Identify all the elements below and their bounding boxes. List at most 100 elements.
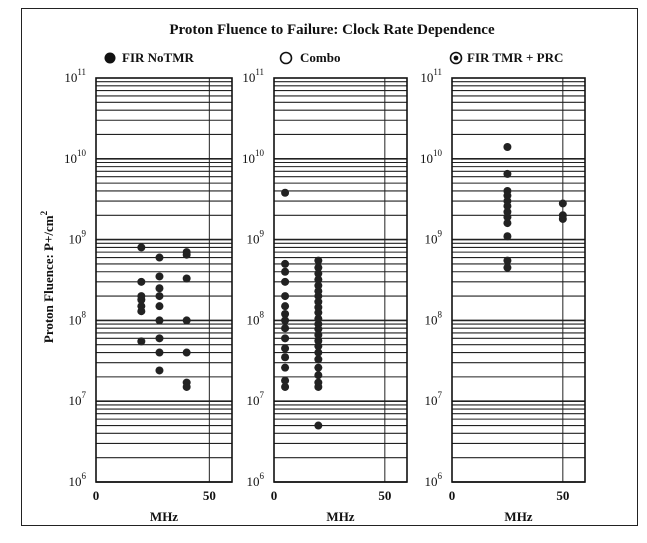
data-point [558,214,567,223]
y-tick-exponent: 10 [255,148,265,158]
data-point [281,310,290,319]
y-tick-exponent: 10 [433,148,443,158]
y-tick-base: 10 [425,312,438,327]
y-tick-base: 10 [247,474,260,489]
y-axis-label: Proton Fluence: P+/cm2 [39,210,56,343]
y-tick-exponent: 7 [260,390,265,400]
data-point [281,363,290,372]
data-point [314,256,323,265]
y-tick-exponent: 6 [438,471,443,481]
y-tick-base: 10 [425,393,438,408]
y-tick-label: 108 [425,309,443,327]
y-tick-base: 10 [69,393,82,408]
data-point [137,337,146,346]
data-point [281,302,290,311]
y-tick-exponent: 6 [260,471,265,481]
y-tick-label: 1010 [420,148,443,166]
y-tick-exponent: 9 [260,229,265,239]
data-point [314,292,323,301]
data-point [314,275,323,284]
y-tick-exponent: 6 [82,471,87,481]
data-point [137,295,146,304]
data-point [182,274,191,283]
data-point [503,202,512,211]
y-tick-label: 109 [425,229,443,247]
y-tick-base: 10 [420,70,433,85]
y-tick-base: 10 [247,312,260,327]
y-tick-exponent: 11 [255,67,264,77]
data-point [314,355,323,364]
data-point [155,253,164,262]
data-point [503,213,512,222]
x-tick-label: 0 [271,488,278,503]
y-tick-label: 108 [247,309,265,327]
y-tick-base: 10 [242,151,255,166]
y-tick-base: 10 [69,232,82,247]
y-tick-label: 107 [69,390,87,408]
y-tick-exponent: 8 [260,309,265,319]
data-point [314,371,323,380]
y-tick-label: 108 [69,309,87,327]
x-axis-label: MHz [150,509,178,524]
y-tick-base: 10 [69,474,82,489]
data-point [503,232,512,241]
data-point [281,324,290,333]
data-point [281,259,290,268]
y-tick-base: 10 [420,151,433,166]
y-tick-label: 109 [69,229,87,247]
legend-label: FIR TMR + PRC [467,50,563,65]
data-point [314,382,323,391]
plot-area [95,77,233,483]
data-point [281,188,290,197]
data-point [281,267,290,276]
y-tick-exponent: 8 [438,309,443,319]
data-point [314,330,323,339]
x-tick-label: 50 [556,488,569,503]
data-point [155,366,164,375]
svg-text:Proton Fluence: P+/cm2: Proton Fluence: P+/cm2 [39,210,56,343]
x-axis-label: MHz [504,509,532,524]
y-tick-label: 107 [425,390,443,408]
y-tick-label: 106 [69,471,87,489]
y-tick-exponent: 11 [433,67,442,77]
data-point [558,199,567,208]
data-point [182,382,191,391]
y-tick-base: 10 [64,151,77,166]
y-tick-base: 10 [425,474,438,489]
data-point [155,316,164,325]
data-point [503,219,512,228]
y-tick-exponent: 8 [82,309,87,319]
data-point [503,142,512,151]
legend-label: FIR NoTMR [122,50,194,65]
data-point [281,376,290,385]
data-point [314,308,323,317]
data-point [281,316,290,325]
y-tick-exponent: 10 [77,148,87,158]
data-point [314,269,323,278]
y-tick-exponent: 11 [77,67,86,77]
data-point [155,348,164,357]
data-point [155,272,164,281]
y-tick-base: 10 [64,70,77,85]
y-tick-base: 10 [242,70,255,85]
data-point [281,382,290,391]
data-point [155,334,164,343]
data-point [155,284,164,293]
y-tick-label: 1011 [64,67,86,85]
data-point [281,344,290,353]
data-point [281,353,290,362]
plot-area [273,77,408,483]
x-axis-label: MHz [326,509,354,524]
y-tick-exponent: 9 [438,229,443,239]
data-point [314,325,323,334]
y-tick-label: 109 [247,229,265,247]
data-point [182,316,191,325]
data-point [503,256,512,265]
y-tick-exponent: 7 [438,390,443,400]
data-point [137,243,146,252]
data-point [281,334,290,343]
y-tick-base: 10 [425,232,438,247]
